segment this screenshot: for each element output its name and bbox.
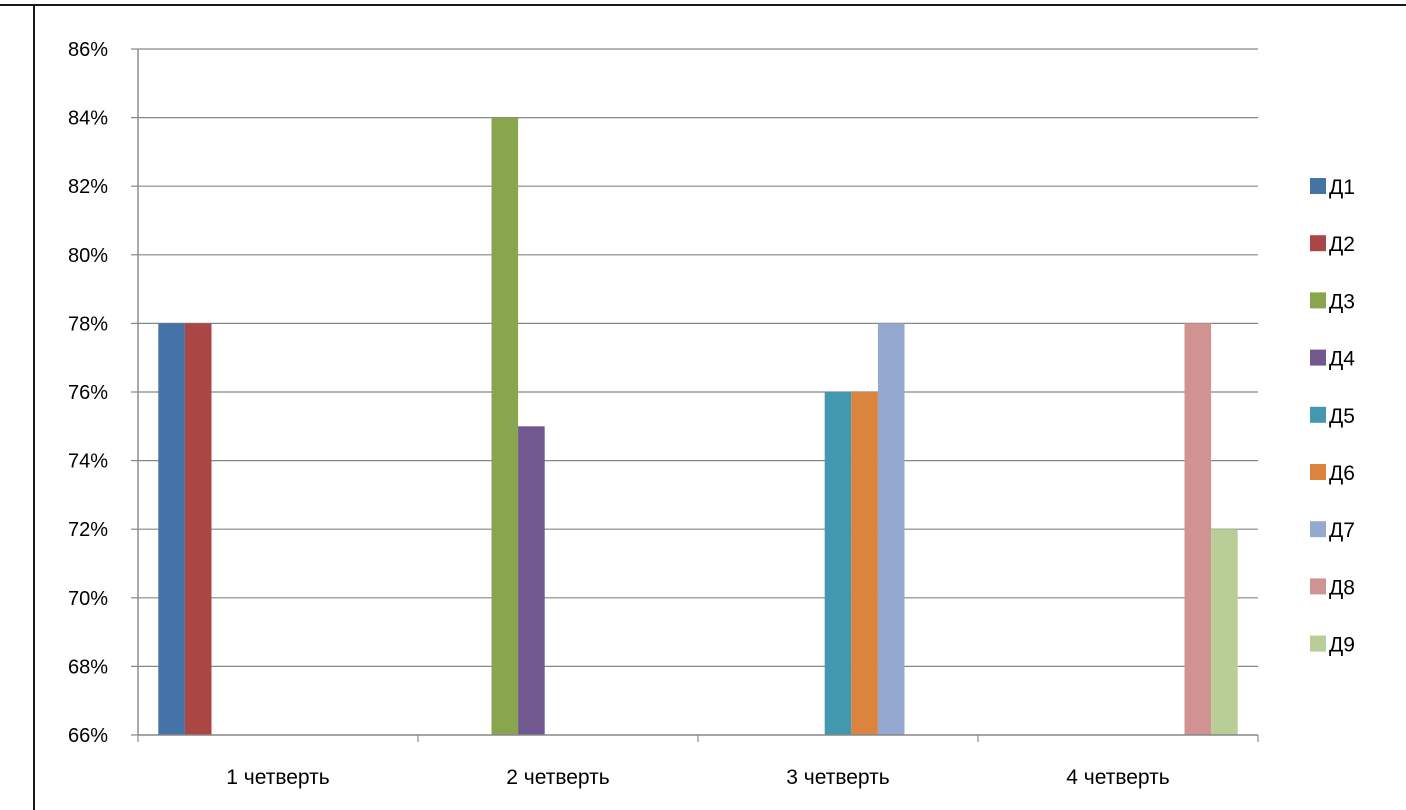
y-tick-label: 74% <box>68 451 108 473</box>
x-tick-label: 4 четверть <box>1066 766 1169 789</box>
bar <box>518 426 545 735</box>
y-tick-label: 72% <box>68 519 108 541</box>
legend-label: Д7 <box>1329 519 1355 542</box>
legend-swatch <box>1310 292 1326 309</box>
y-tick-label: 82% <box>68 176 108 198</box>
y-tick-label: 76% <box>68 382 108 404</box>
frame-top-border <box>0 4 1406 6</box>
y-tick-label: 66% <box>68 725 108 747</box>
x-tick-label: 2 четверть <box>506 766 609 789</box>
y-tick-label: 68% <box>68 656 108 678</box>
legend-swatch <box>1310 178 1326 194</box>
bar <box>824 392 852 735</box>
legend-label: Д1 <box>1329 176 1355 199</box>
legend-swatch <box>1310 521 1326 538</box>
legend-swatch <box>1310 578 1326 595</box>
legend-label: Д9 <box>1329 634 1355 657</box>
legend-label: Д8 <box>1329 576 1355 599</box>
bar <box>184 323 212 735</box>
legend-label: Д4 <box>1329 348 1355 371</box>
gridlines <box>138 48 1258 668</box>
bar <box>158 323 185 735</box>
legend-label: Д3 <box>1329 290 1355 313</box>
y-tick-label: 86% <box>68 39 108 61</box>
legend: Д1 Д2 Д3 Д4 Д5 Д6 Д7 Д8 Д9 <box>1310 176 1355 657</box>
legend-label: Д2 <box>1329 233 1355 256</box>
frame-left-border <box>33 4 35 810</box>
bar <box>877 323 905 735</box>
bar <box>851 392 878 735</box>
y-tick-label: 70% <box>68 588 108 610</box>
legend-swatch <box>1310 349 1326 366</box>
y-tick-labels: 66% 68% 70% 72% 74% 76% 78% 80% 82% 84% 86% <box>68 39 108 747</box>
x-tick-label: 1 четверть <box>226 766 329 789</box>
legend-swatch <box>1310 235 1326 252</box>
legend-label: Д5 <box>1329 405 1355 428</box>
axes <box>131 48 1259 742</box>
legend-swatch <box>1310 464 1326 480</box>
legend-label: Д6 <box>1329 462 1355 485</box>
bar <box>491 117 519 736</box>
y-tick-label: 84% <box>68 108 108 130</box>
bars <box>158 117 1238 736</box>
x-tick-label: 3 четверть <box>786 766 889 789</box>
y-tick-label: 78% <box>68 313 108 335</box>
x-tick-labels: 1 четверть 2 четверть 3 четверть 4 четверть <box>226 766 1169 789</box>
bar <box>1184 323 1212 735</box>
bar <box>1211 529 1238 735</box>
legend-swatch <box>1310 406 1326 423</box>
legend-swatch <box>1310 635 1326 652</box>
y-tick-label: 80% <box>68 245 108 267</box>
